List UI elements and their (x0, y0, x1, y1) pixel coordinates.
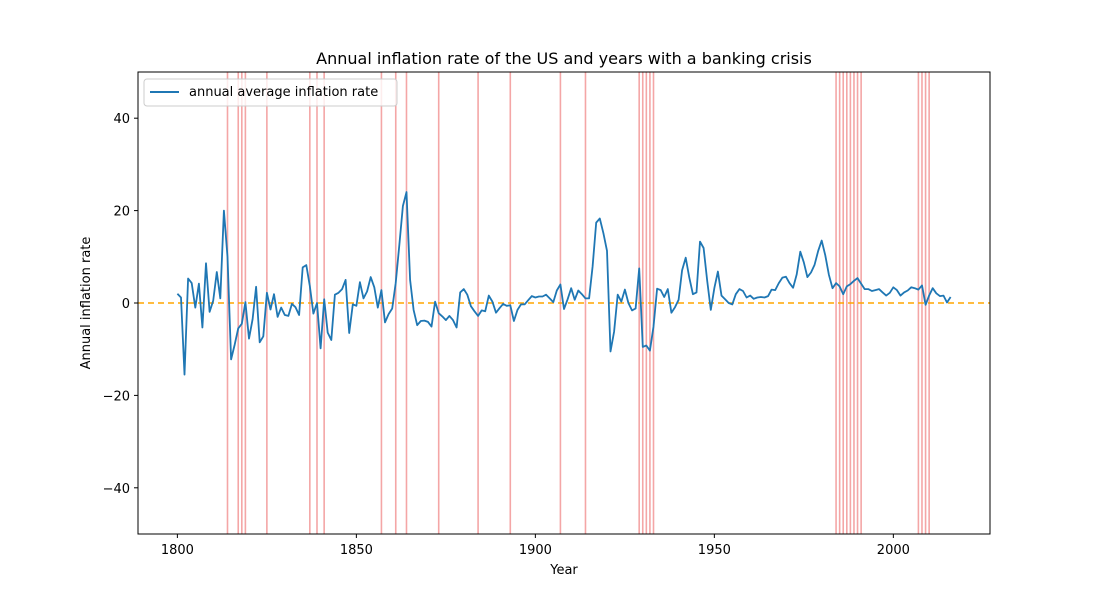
x-tick-label: 1950 (698, 543, 731, 558)
y-tick-label: −40 (103, 482, 130, 497)
x-tick-label: 2000 (877, 543, 910, 558)
y-tick-label: 0 (122, 297, 130, 312)
x-tick-label: 1800 (161, 543, 194, 558)
x-tick-label: 1850 (340, 543, 373, 558)
series-line (176, 191, 952, 376)
y-tick-label: 40 (113, 112, 130, 127)
legend-label: annual average inflation rate (189, 85, 378, 100)
y-tick-label: −20 (103, 389, 130, 404)
x-axis-label: Year (549, 563, 578, 578)
y-axis-ticks: −40 −20 0 20 40 (103, 112, 138, 497)
legend-box (143, 78, 398, 107)
series-group (176, 191, 952, 376)
plot-area (137, 71, 991, 535)
x-axis-ticks: 1800 1850 1900 1950 2000 (161, 534, 910, 558)
y-axis-label: Annual inflation rate (79, 237, 94, 370)
chart-title: Annual inflation rate of the US and year… (316, 49, 812, 68)
x-tick-label: 1900 (519, 543, 552, 558)
legend: annual average inflation rate (143, 78, 398, 107)
y-tick-label: 20 (113, 205, 130, 220)
